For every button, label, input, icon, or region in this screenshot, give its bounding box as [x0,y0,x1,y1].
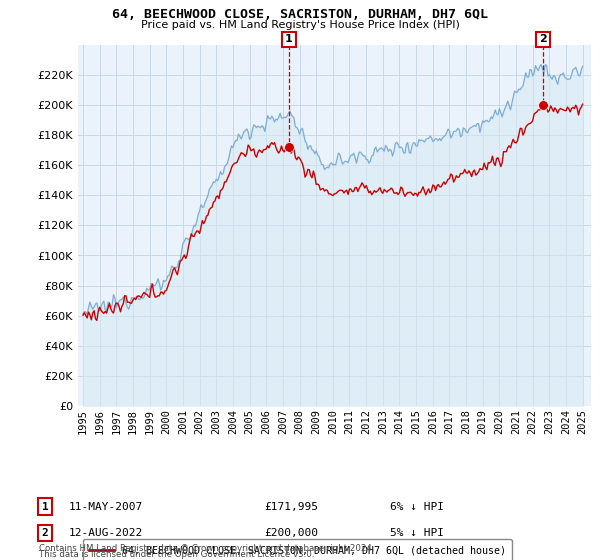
Legend: 64, BEECHWOOD CLOSE, SACRISTON, DURHAM, DH7 6QL (detached house), HPI: Average p: 64, BEECHWOOD CLOSE, SACRISTON, DURHAM, … [83,539,512,560]
Text: 6% ↓ HPI: 6% ↓ HPI [390,502,444,512]
Text: 64, BEECHWOOD CLOSE, SACRISTON, DURHAM, DH7 6QL: 64, BEECHWOOD CLOSE, SACRISTON, DURHAM, … [112,8,488,21]
Text: £171,995: £171,995 [264,502,318,512]
Text: £200,000: £200,000 [264,528,318,538]
Text: 1: 1 [285,34,293,44]
Text: 2: 2 [539,34,547,44]
Text: 11-MAY-2007: 11-MAY-2007 [69,502,143,512]
Text: Price paid vs. HM Land Registry's House Price Index (HPI): Price paid vs. HM Land Registry's House … [140,20,460,30]
Text: This data is licensed under the Open Government Licence v3.0.: This data is licensed under the Open Gov… [39,550,314,559]
Text: 2: 2 [41,528,49,538]
Text: Contains HM Land Registry data © Crown copyright and database right 2024.: Contains HM Land Registry data © Crown c… [39,544,374,553]
Text: 1: 1 [41,502,49,512]
Text: 5% ↓ HPI: 5% ↓ HPI [390,528,444,538]
Text: 12-AUG-2022: 12-AUG-2022 [69,528,143,538]
